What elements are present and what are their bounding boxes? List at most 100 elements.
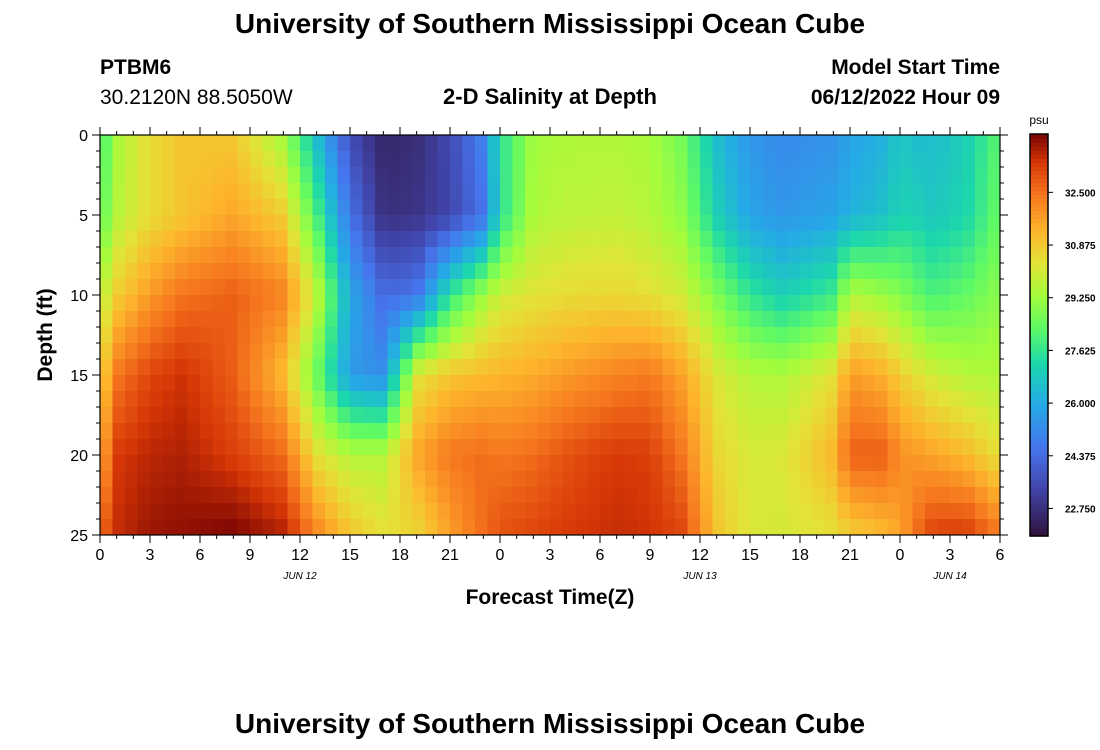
heatmap-cell [137, 407, 151, 424]
heatmap-cell [537, 247, 551, 264]
heatmap-cell [125, 391, 139, 408]
heatmap-cell [575, 135, 589, 152]
heatmap-cell [712, 455, 726, 472]
heatmap-cell [225, 487, 239, 504]
heatmap-cell [237, 135, 251, 152]
heatmap-cell [587, 519, 601, 535]
heatmap-cell [125, 311, 139, 328]
heatmap-cell [887, 151, 901, 168]
heatmap-cell [875, 487, 889, 504]
heatmap-cell [137, 151, 151, 168]
heatmap-cell [125, 423, 139, 440]
heatmap-cell [475, 135, 489, 152]
heatmap-cell [962, 263, 976, 280]
heatmap-cell [125, 519, 139, 535]
heatmap-cell [400, 487, 414, 504]
heatmap-cell [675, 151, 689, 168]
heatmap-cell [150, 311, 164, 328]
heatmap-cell [775, 151, 789, 168]
heatmap-cell [200, 503, 214, 520]
x-tick-label: 15 [741, 547, 759, 564]
heatmap-cell [475, 471, 489, 488]
heatmap-cell [362, 199, 376, 216]
heatmap-cell [562, 215, 576, 232]
heatmap-cell [800, 231, 814, 248]
heatmap-cell [975, 231, 989, 248]
heatmap-cell [312, 343, 326, 360]
heatmap-cell [550, 215, 564, 232]
heatmap-cell [275, 455, 289, 472]
heatmap-cell [162, 359, 176, 376]
heatmap-cell [250, 231, 264, 248]
colorbar-segment [1030, 339, 1048, 344]
colorbar-segment [1030, 391, 1048, 396]
heatmap-cell [375, 135, 389, 152]
heatmap-cell [850, 407, 864, 424]
heatmap-cell [250, 391, 264, 408]
heatmap-cell [987, 135, 1000, 152]
heatmap-cell [987, 167, 1000, 184]
heatmap-cell [862, 471, 876, 488]
heatmap-cell [875, 519, 889, 535]
colorbar-segment [1030, 431, 1048, 437]
heatmap-cell [287, 407, 301, 424]
heatmap-cell [850, 471, 864, 488]
heatmap-cell [100, 503, 114, 520]
colorbar-segment [1030, 258, 1048, 264]
heatmap-cell [287, 247, 301, 264]
heatmap-cell [475, 407, 489, 424]
colorbar-segment [1030, 355, 1048, 360]
heatmap-cell [925, 231, 939, 248]
heatmap-cell [275, 167, 289, 184]
heatmap-cell [450, 183, 464, 200]
heatmap-cell [350, 423, 364, 440]
heatmap-cell [975, 407, 989, 424]
heatmap-cell [412, 199, 426, 216]
heatmap-cell [262, 311, 276, 328]
heatmap-cell [637, 279, 651, 296]
heatmap-cell [337, 183, 351, 200]
heatmap-cell [775, 439, 789, 456]
heatmap-cell [937, 231, 951, 248]
colorbar-segment [1030, 343, 1048, 348]
heatmap-cell [375, 279, 389, 296]
heatmap-cell [925, 455, 939, 472]
heatmap-cell [437, 407, 451, 424]
heatmap-cell [500, 455, 514, 472]
heatmap-cell [912, 391, 926, 408]
heatmap-cell [225, 407, 239, 424]
heatmap-cell [900, 311, 914, 328]
heatmap-cell [175, 439, 189, 456]
heatmap-cell [437, 423, 451, 440]
heatmap-cell [387, 407, 401, 424]
heatmap-cell [750, 167, 764, 184]
heatmap-cell [862, 439, 876, 456]
heatmap-cell [612, 439, 626, 456]
heatmap-cell [687, 183, 701, 200]
heatmap-cell [200, 359, 214, 376]
heatmap-cell [750, 343, 764, 360]
heatmap-cell [425, 391, 439, 408]
colorbar-segment [1030, 274, 1048, 280]
heatmap-cell [962, 167, 976, 184]
heatmap-cell [812, 135, 826, 152]
heatmap-cell [550, 311, 564, 328]
heatmap-cell [837, 247, 851, 264]
heatmap-cell [187, 263, 201, 280]
heatmap-cell [375, 295, 389, 312]
heatmap-cell [412, 183, 426, 200]
heatmap-cell [775, 455, 789, 472]
heatmap-cell [337, 199, 351, 216]
y-tick-label: 10 [70, 288, 88, 305]
heatmap-cell [912, 487, 926, 504]
heatmap-cell [887, 279, 901, 296]
heatmap-cell [737, 503, 751, 520]
heatmap-cell [537, 391, 551, 408]
heatmap-cell [837, 343, 851, 360]
heatmap-cell [900, 519, 914, 535]
heatmap-cell [962, 183, 976, 200]
heatmap-cell [112, 167, 126, 184]
heatmap-cell [825, 231, 839, 248]
heatmap-cell [825, 471, 839, 488]
